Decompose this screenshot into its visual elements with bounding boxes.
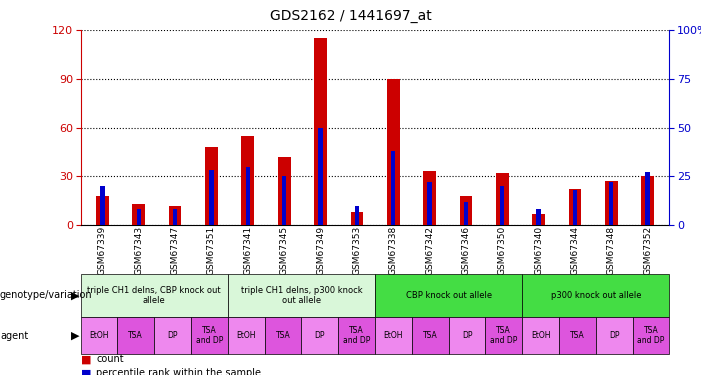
Text: TSA: TSA — [275, 331, 290, 340]
Bar — [228, 317, 265, 354]
Text: count: count — [96, 354, 123, 364]
Text: TSA
and DP: TSA and DP — [637, 326, 665, 345]
Bar — [132, 204, 145, 225]
Bar — [205, 147, 218, 225]
Bar — [245, 166, 250, 225]
Text: TSA: TSA — [128, 331, 143, 340]
Bar — [241, 136, 254, 225]
Text: GSM67345: GSM67345 — [280, 226, 289, 275]
Bar — [118, 317, 154, 354]
Text: EtOH: EtOH — [383, 331, 403, 340]
Bar — [569, 189, 581, 225]
Bar — [496, 173, 509, 225]
Bar — [522, 317, 559, 354]
Text: ▶: ▶ — [72, 331, 80, 340]
Text: triple CH1 delns, p300 knock
out allele: triple CH1 delns, p300 knock out allele — [240, 286, 362, 305]
Bar — [282, 176, 286, 225]
Text: CBP knock out allele: CBP knock out allele — [406, 291, 491, 300]
Text: DP: DP — [609, 331, 620, 340]
Text: DP: DP — [462, 331, 472, 340]
Bar — [532, 214, 545, 225]
Text: EtOH: EtOH — [89, 331, 109, 340]
Bar — [355, 206, 359, 225]
Bar — [536, 209, 540, 225]
Bar — [428, 182, 432, 225]
Text: GSM67353: GSM67353 — [353, 226, 361, 275]
Bar — [522, 274, 669, 317]
Bar — [375, 317, 412, 354]
Bar — [375, 274, 522, 317]
Bar — [301, 317, 338, 354]
Text: GSM67340: GSM67340 — [534, 226, 543, 275]
Bar — [81, 274, 228, 317]
Bar — [137, 209, 141, 225]
Bar — [314, 38, 327, 225]
Text: GSM67350: GSM67350 — [498, 226, 507, 275]
Text: GSM67351: GSM67351 — [207, 226, 216, 275]
Bar — [350, 212, 363, 225]
Bar — [596, 317, 632, 354]
Text: EtOH: EtOH — [236, 331, 256, 340]
Bar — [573, 190, 577, 225]
Bar — [485, 317, 522, 354]
Bar — [278, 157, 290, 225]
Bar — [460, 196, 472, 225]
Text: triple CH1 delns, CBP knock out
allele: triple CH1 delns, CBP knock out allele — [88, 286, 221, 305]
Text: GSM67342: GSM67342 — [425, 226, 434, 275]
Text: TSA: TSA — [423, 331, 437, 340]
Text: GSM67346: GSM67346 — [461, 226, 470, 275]
Text: GSM67343: GSM67343 — [135, 226, 143, 275]
Bar — [265, 317, 301, 354]
Text: agent: agent — [0, 331, 28, 340]
Text: ■: ■ — [81, 354, 91, 364]
Bar — [387, 79, 400, 225]
Bar — [96, 196, 109, 225]
Text: GSM67352: GSM67352 — [643, 226, 652, 275]
Text: TSA
and DP: TSA and DP — [196, 326, 223, 345]
Bar — [318, 128, 322, 225]
Bar — [169, 206, 182, 225]
Text: GSM67338: GSM67338 — [389, 226, 397, 275]
Bar — [559, 317, 596, 354]
Bar — [423, 171, 436, 225]
Text: EtOH: EtOH — [531, 331, 550, 340]
Bar — [338, 317, 375, 354]
Bar — [100, 186, 104, 225]
Bar — [154, 317, 191, 354]
Bar — [464, 202, 468, 225]
Text: GSM67344: GSM67344 — [571, 226, 580, 275]
Bar — [641, 176, 654, 225]
Text: GSM67341: GSM67341 — [243, 226, 252, 275]
Bar — [391, 151, 395, 225]
Text: DP: DP — [168, 331, 178, 340]
Bar — [609, 182, 613, 225]
Text: GDS2162 / 1441697_at: GDS2162 / 1441697_at — [270, 9, 431, 23]
Text: GSM67339: GSM67339 — [98, 226, 107, 275]
Text: GSM67348: GSM67348 — [607, 226, 615, 275]
Bar — [81, 317, 118, 354]
Text: TSA
and DP: TSA and DP — [343, 326, 370, 345]
Text: DP: DP — [315, 331, 325, 340]
Bar — [173, 209, 177, 225]
Bar — [210, 170, 214, 225]
Text: TSA
and DP: TSA and DP — [490, 326, 517, 345]
Bar — [449, 317, 485, 354]
Bar — [605, 181, 618, 225]
Bar — [500, 186, 505, 225]
Text: p300 knock out allele: p300 knock out allele — [550, 291, 641, 300]
Bar — [646, 172, 650, 225]
Text: GSM67349: GSM67349 — [316, 226, 325, 275]
Bar — [412, 317, 449, 354]
Bar — [191, 317, 228, 354]
Bar — [632, 317, 669, 354]
Text: ■: ■ — [81, 369, 91, 375]
Text: GSM67347: GSM67347 — [170, 226, 179, 275]
Text: genotype/variation: genotype/variation — [0, 290, 93, 300]
Text: TSA: TSA — [570, 331, 585, 340]
Text: ▶: ▶ — [72, 290, 80, 300]
Bar — [228, 274, 375, 317]
Text: percentile rank within the sample: percentile rank within the sample — [96, 369, 261, 375]
